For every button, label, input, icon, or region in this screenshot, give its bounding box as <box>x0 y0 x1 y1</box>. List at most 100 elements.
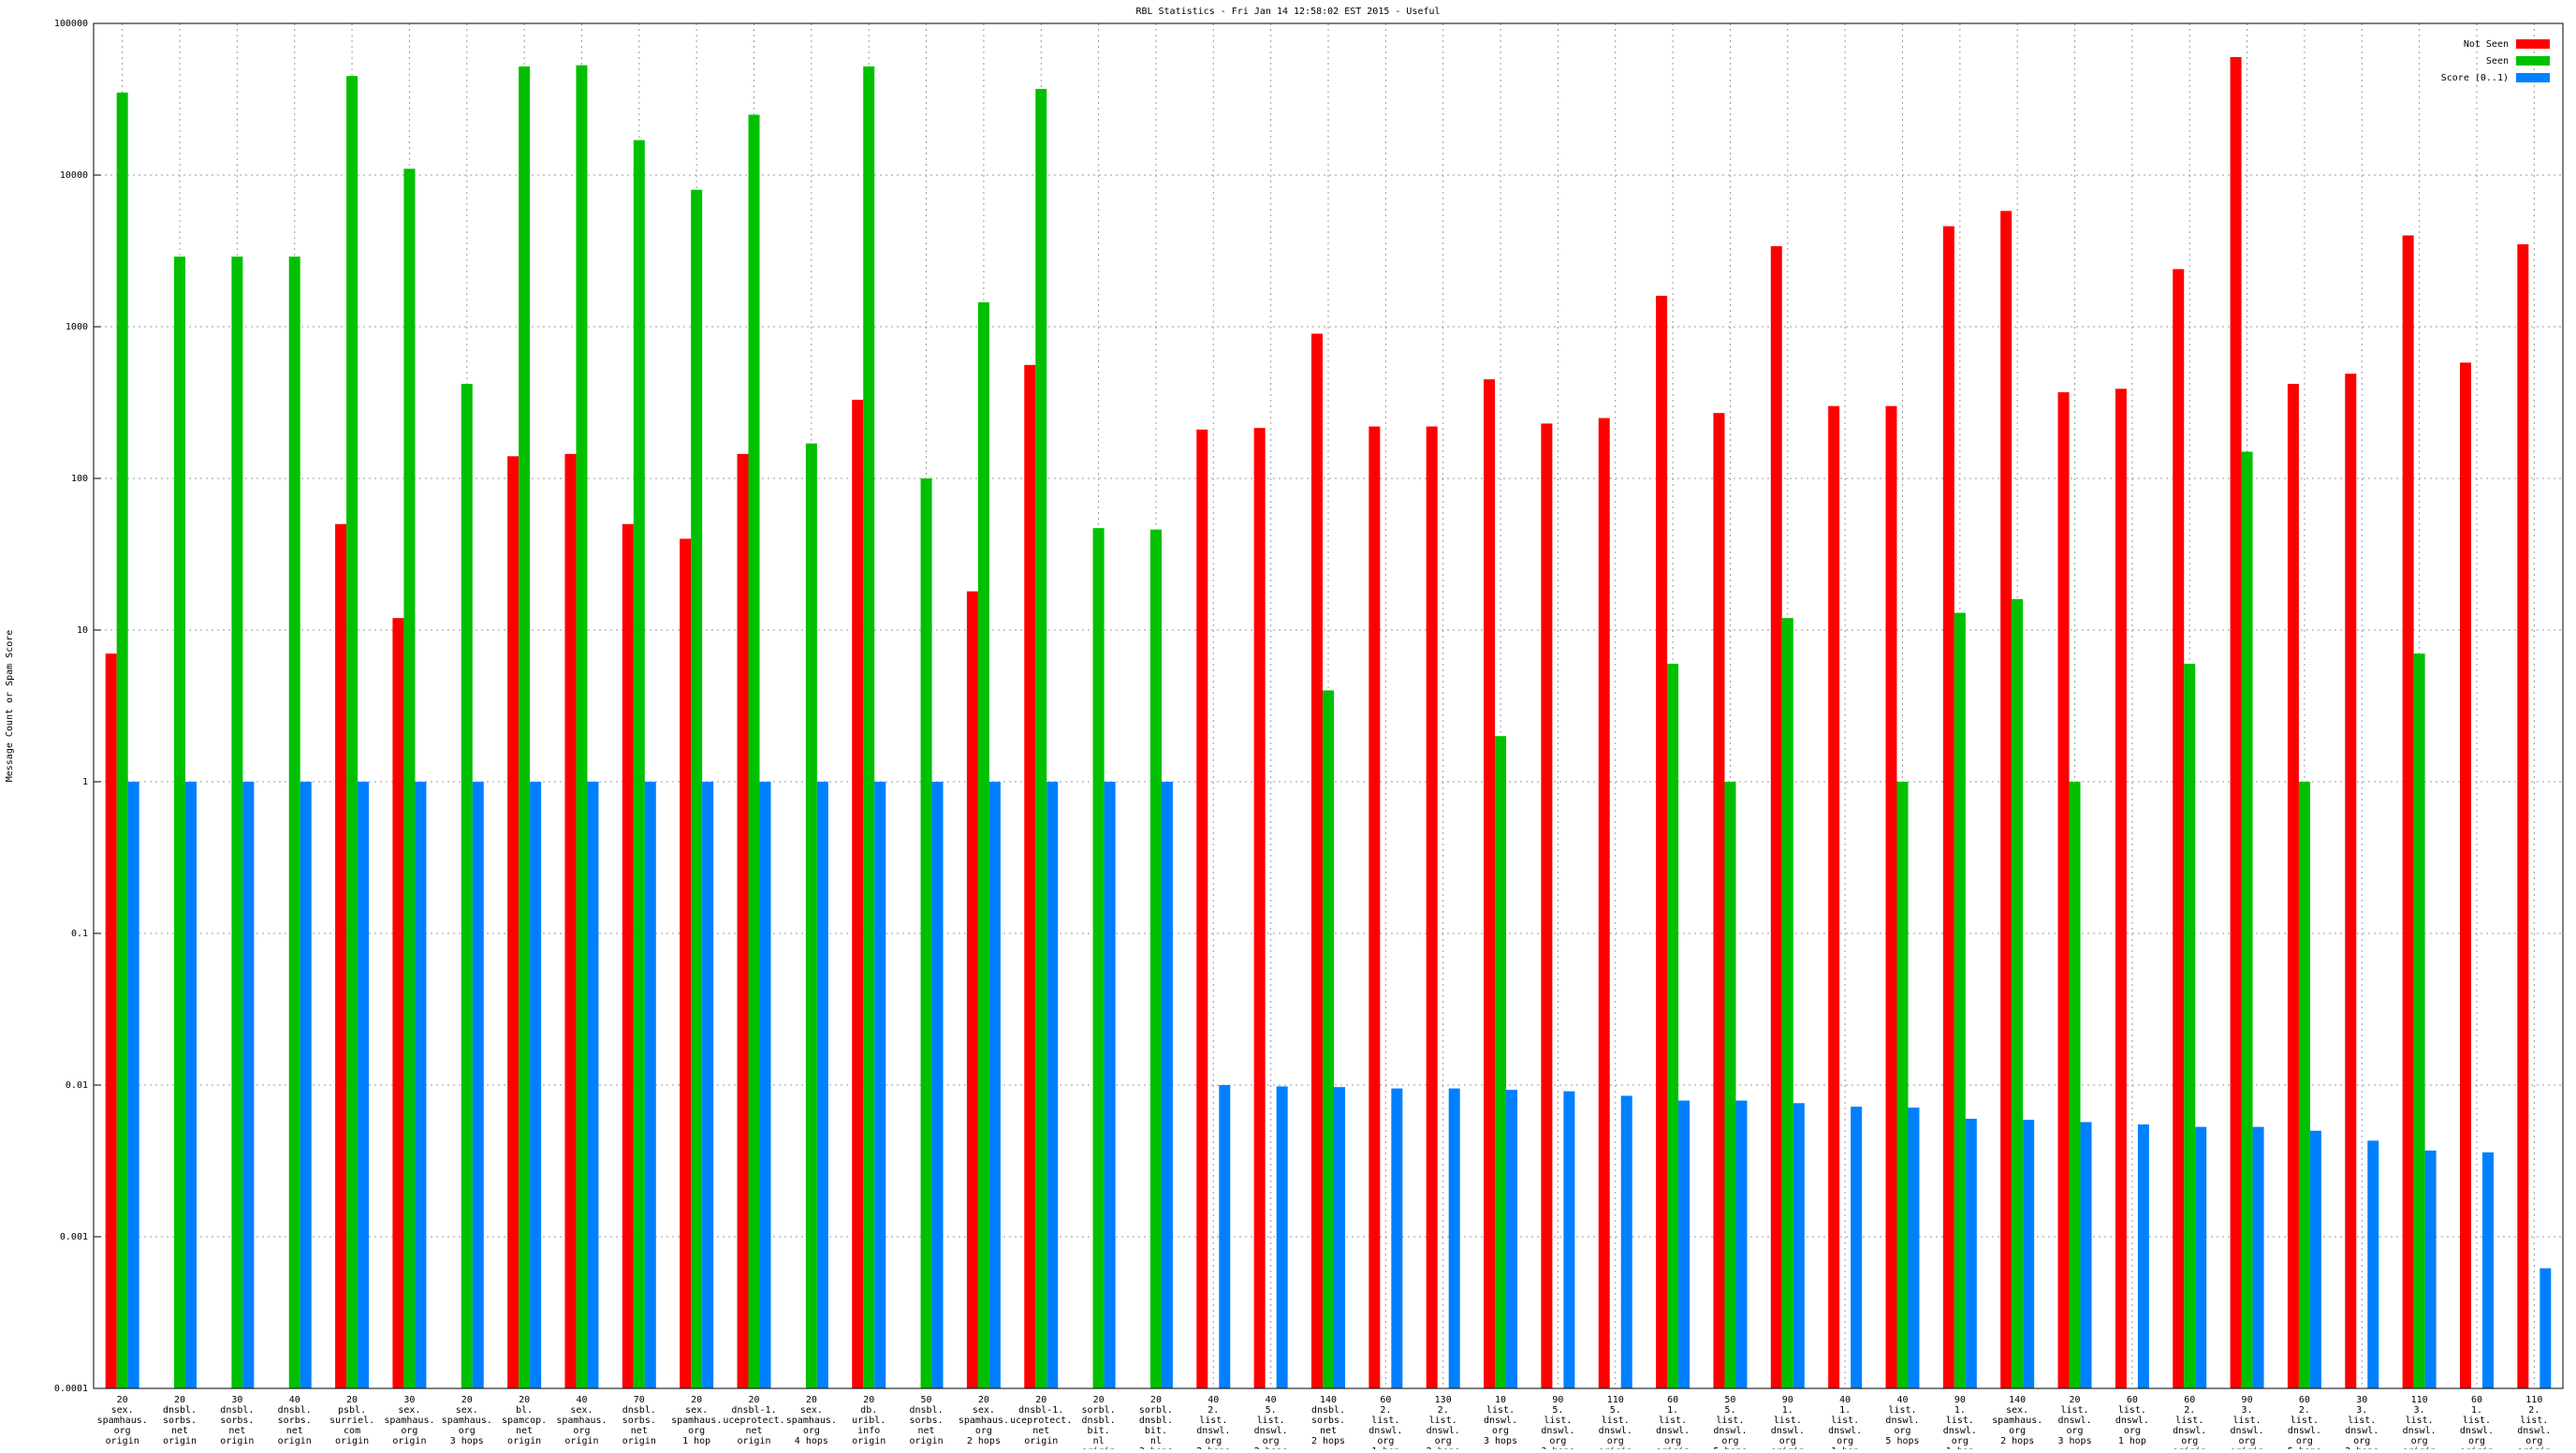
x-tick-label: 5. <box>1266 1405 1277 1416</box>
x-tick-label: 2. <box>2299 1405 2310 1416</box>
x-tick-label: org <box>1263 1436 1280 1446</box>
bar <box>242 782 255 1388</box>
bar <box>702 782 714 1388</box>
bar <box>1965 1118 1977 1388</box>
x-tick-label: org <box>1377 1436 1394 1446</box>
bar <box>977 301 989 1388</box>
x-tick-label: info <box>857 1426 880 1436</box>
bar <box>748 114 760 1389</box>
x-tick-label: org <box>2009 1426 2026 1436</box>
x-tick-label: spamhaus. <box>442 1416 492 1426</box>
x-tick-label: org <box>1664 1436 1681 1446</box>
y-tick-label: 0.001 <box>60 1232 88 1242</box>
x-tick-label: 1. <box>1839 1405 1851 1416</box>
x-tick-label: dnsbl-1. <box>731 1405 776 1416</box>
x-tick-label: org <box>803 1426 820 1436</box>
bar <box>300 782 312 1388</box>
x-tick-label: 2 hops <box>1311 1436 1345 1446</box>
x-tick-label: list. <box>2348 1416 2376 1426</box>
x-tick-label: 110 <box>1607 1395 1624 1405</box>
x-tick-label: 30 <box>231 1395 242 1405</box>
bar <box>1828 405 1840 1389</box>
x-tick-label: dnswl. <box>1196 1426 1230 1436</box>
bar <box>622 523 634 1388</box>
bar <box>1656 295 1668 1388</box>
x-tick-label: list. <box>2406 1416 2434 1426</box>
x-tick-label: 5. <box>1552 1405 1563 1416</box>
bar <box>472 782 484 1388</box>
bar <box>587 782 599 1388</box>
x-tick-label: 2. <box>1208 1405 1219 1416</box>
x-tick-label: 40 <box>1208 1395 1219 1405</box>
x-tick-label: dnswl. <box>2403 1426 2437 1436</box>
x-tick-label: list. <box>1486 1405 1515 1416</box>
bar <box>2459 362 2471 1388</box>
x-tick-label: 10 <box>1495 1395 1506 1405</box>
x-tick-label: sex. <box>973 1405 995 1416</box>
bar <box>403 169 416 1388</box>
x-tick-label: dnswl. <box>2288 1426 2321 1436</box>
bar <box>680 538 692 1388</box>
x-tick-label: 60 <box>2471 1395 2482 1405</box>
x-tick-label: 110 <box>2411 1395 2428 1405</box>
x-tick-label: 90 <box>1782 1395 1793 1405</box>
x-tick-label: dnsbl. <box>1311 1405 1345 1416</box>
x-tick-label: 40 <box>289 1395 300 1405</box>
x-tick-label: spamhaus. <box>959 1416 1009 1426</box>
x-tick-label: net <box>516 1426 533 1436</box>
x-tick-label: 20 <box>117 1395 128 1405</box>
bar <box>2069 782 2081 1388</box>
x-tick-label: com <box>344 1426 360 1436</box>
x-tick-label: bit. <box>1088 1426 1110 1436</box>
x-tick-label: list. <box>1371 1416 1399 1426</box>
x-tick-label: 60 <box>2299 1395 2310 1405</box>
x-tick-label: 30 <box>2356 1395 2367 1405</box>
bar <box>415 782 427 1388</box>
x-tick-label: 40 <box>1266 1395 1277 1405</box>
bar <box>1323 690 1334 1388</box>
bar <box>105 653 117 1388</box>
bar <box>1426 426 1438 1388</box>
x-tick-label: 90 <box>1954 1395 1966 1405</box>
x-tick-label: spamhaus. <box>1992 1416 2042 1426</box>
x-tick-label: 20 <box>2070 1395 2081 1405</box>
x-tick-label: org <box>1435 1436 1452 1446</box>
x-tick-label: 3. <box>2414 1405 2425 1416</box>
bar <box>2080 1122 2092 1388</box>
x-tick-label: list. <box>2118 1405 2146 1416</box>
bar <box>1219 1085 1231 1388</box>
x-tick-label: bit. <box>1145 1426 1167 1436</box>
x-tick-label: sorbs. <box>220 1416 254 1426</box>
x-tick-label: org <box>1721 1436 1738 1446</box>
bar <box>1024 364 1036 1388</box>
bar <box>1735 1100 1748 1388</box>
x-tick-label: net <box>286 1426 303 1436</box>
y-tick-label: 0.01 <box>66 1080 88 1091</box>
x-tick-label: org <box>459 1426 476 1436</box>
bar <box>2424 1150 2437 1388</box>
x-tick-label: list. <box>1429 1416 1457 1426</box>
bar <box>1942 226 1954 1389</box>
x-tick-label: 20 <box>1150 1395 1162 1405</box>
x-tick-label: 20 <box>346 1395 358 1405</box>
x-tick-label: list. <box>1946 1416 1974 1426</box>
x-tick-label: 20 <box>519 1395 530 1405</box>
x-tick-label: net <box>918 1426 935 1436</box>
x-tick-label: dnswl. <box>1484 1416 1517 1426</box>
bar <box>1563 1091 1575 1388</box>
x-tick-label: 20 <box>1093 1395 1105 1405</box>
x-tick-label: 140 <box>2009 1395 2026 1405</box>
bar <box>2298 782 2310 1388</box>
x-tick-label: origin <box>278 1436 312 1446</box>
x-tick-label: list. <box>1774 1416 1802 1426</box>
x-tick-label: spamcop. <box>502 1416 547 1426</box>
x-tick-label: 130 <box>1435 1395 1452 1405</box>
x-tick-label: org <box>2525 1436 2542 1446</box>
x-tick-label: 1 hop <box>682 1436 710 1446</box>
bar <box>1885 405 1897 1389</box>
x-tick-label: dnswl. <box>2460 1426 2494 1436</box>
x-tick-label: sorbs. <box>1311 1416 1345 1426</box>
x-tick-label: 2. <box>1438 1405 1449 1416</box>
x-tick-label: dnswl. <box>2231 1426 2264 1436</box>
